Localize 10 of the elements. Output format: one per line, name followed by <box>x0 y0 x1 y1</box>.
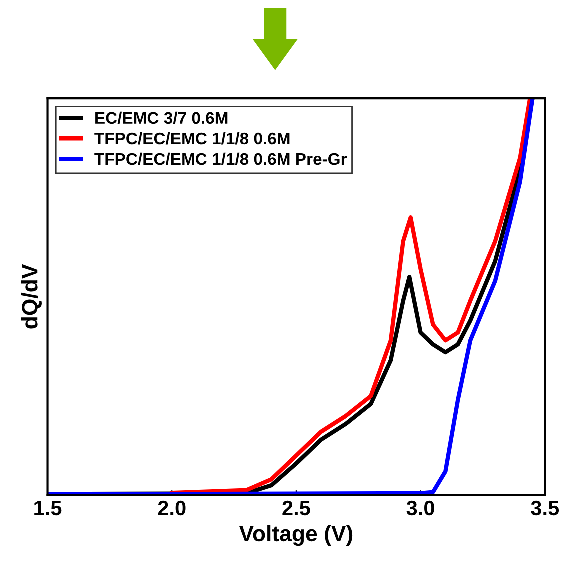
x-tick-label: 3.0 <box>406 500 434 516</box>
y-axis-title: dQ/dV <box>22 264 42 329</box>
x-axis-title: Voltage (V) <box>239 525 353 546</box>
x-tick-label: 2.5 <box>282 500 310 516</box>
legend-label: TFPC/EC/EMC 1/1/8 0.6M <box>94 132 290 145</box>
x-tick-label: 1.5 <box>34 501 62 516</box>
legend-label: TFPC/EC/EMC 1/1/8 0.6M Pre-Gr <box>94 152 348 166</box>
x-tick-label: 2.0 <box>158 500 186 516</box>
x-tick-label: 3.5 <box>531 500 560 516</box>
legend-label: EC/EMC 3/7 0.6M <box>96 112 228 124</box>
